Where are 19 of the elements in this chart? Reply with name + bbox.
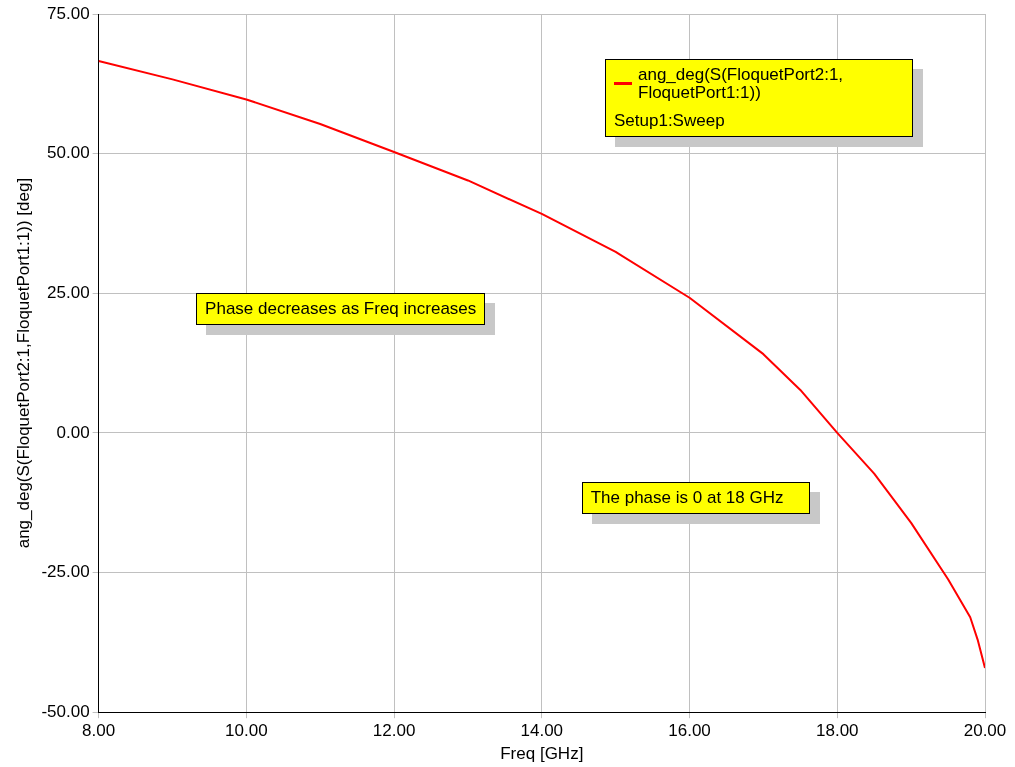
y-tick-label: -50.00 xyxy=(41,701,90,721)
y-tick-label: 75.00 xyxy=(47,3,90,23)
annotation: Phase decreases as Freq increases xyxy=(196,293,486,326)
legend-title: Setup1:Sweep xyxy=(614,110,726,130)
x-tick-label: 20.00 xyxy=(963,721,1007,741)
legend-label: ang_deg(S(FloquetPort2:1, FloquetPort1:1)) xyxy=(638,65,845,102)
y-tick-label: 25.00 xyxy=(47,282,90,302)
annotation: The phase is 0 at 18 GHz xyxy=(581,481,810,514)
x-tick-label: 16.00 xyxy=(668,721,711,741)
y-tick-label: 50.00 xyxy=(47,143,90,163)
x-tick-label: 18.00 xyxy=(815,721,859,741)
y-tick-label: 0.00 xyxy=(56,422,90,442)
x-tick-label: 12.00 xyxy=(372,721,416,741)
x-tick-label: 10.00 xyxy=(225,721,268,741)
y-tick-label: -25.00 xyxy=(41,562,90,582)
y-axis-title: ang_deg(S(FloquetPort2:1,FloquetPort1:1)) [deg] xyxy=(13,177,33,549)
x-tick-label: 8.00 xyxy=(82,721,116,741)
x-axis-title: Freq [GHz] xyxy=(500,744,584,764)
x-tick-label: 14.00 xyxy=(520,721,564,741)
